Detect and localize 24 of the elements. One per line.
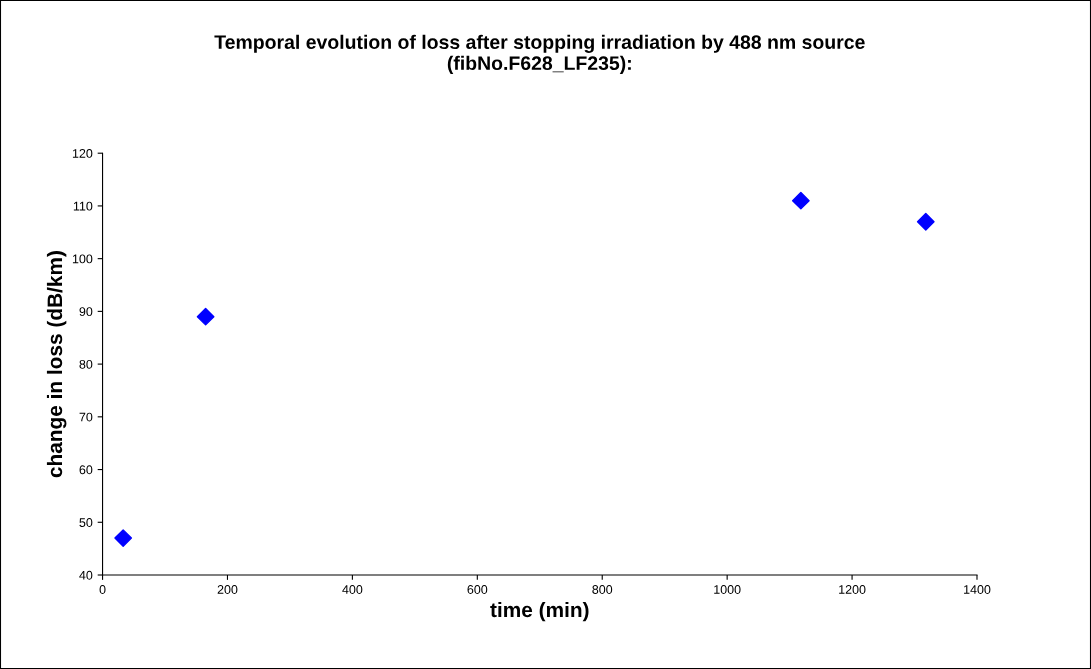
y-tick-label: 60 — [79, 465, 93, 475]
point — [916, 212, 935, 231]
y-tick-label: 40 — [79, 570, 93, 580]
x-axis-title: time (min) — [490, 601, 589, 622]
y-tick-label: 110 — [73, 201, 93, 211]
x-tick-label: 200 — [217, 585, 238, 594]
y-tick-label: 90 — [79, 307, 93, 317]
point — [196, 307, 215, 326]
point — [114, 529, 133, 548]
x-tick-label: 800 — [592, 585, 613, 594]
y-tick-label: 120 — [72, 149, 93, 158]
x-tick-label: 0 — [99, 585, 106, 594]
y-tick-label: 80 — [79, 359, 93, 369]
x-tick-label: 1000 — [714, 585, 741, 594]
y-tick-label: 100 — [72, 254, 93, 264]
chart-title: Temporal evolution of loss after stopping irradiation by 488 nm source (fibNo.F628_LF235): — [214, 34, 865, 74]
y-tick-label: 50 — [79, 518, 93, 527]
y-tick-label: 70 — [79, 412, 93, 422]
x-tick-label: 1200 — [839, 585, 866, 594]
x-tick-label: 1400 — [964, 585, 991, 594]
y-axis-title: change in loss (dB/km) — [46, 251, 67, 478]
point — [791, 191, 810, 210]
x-tick-label: 600 — [467, 585, 488, 594]
x-tick-label: 400 — [342, 585, 363, 594]
